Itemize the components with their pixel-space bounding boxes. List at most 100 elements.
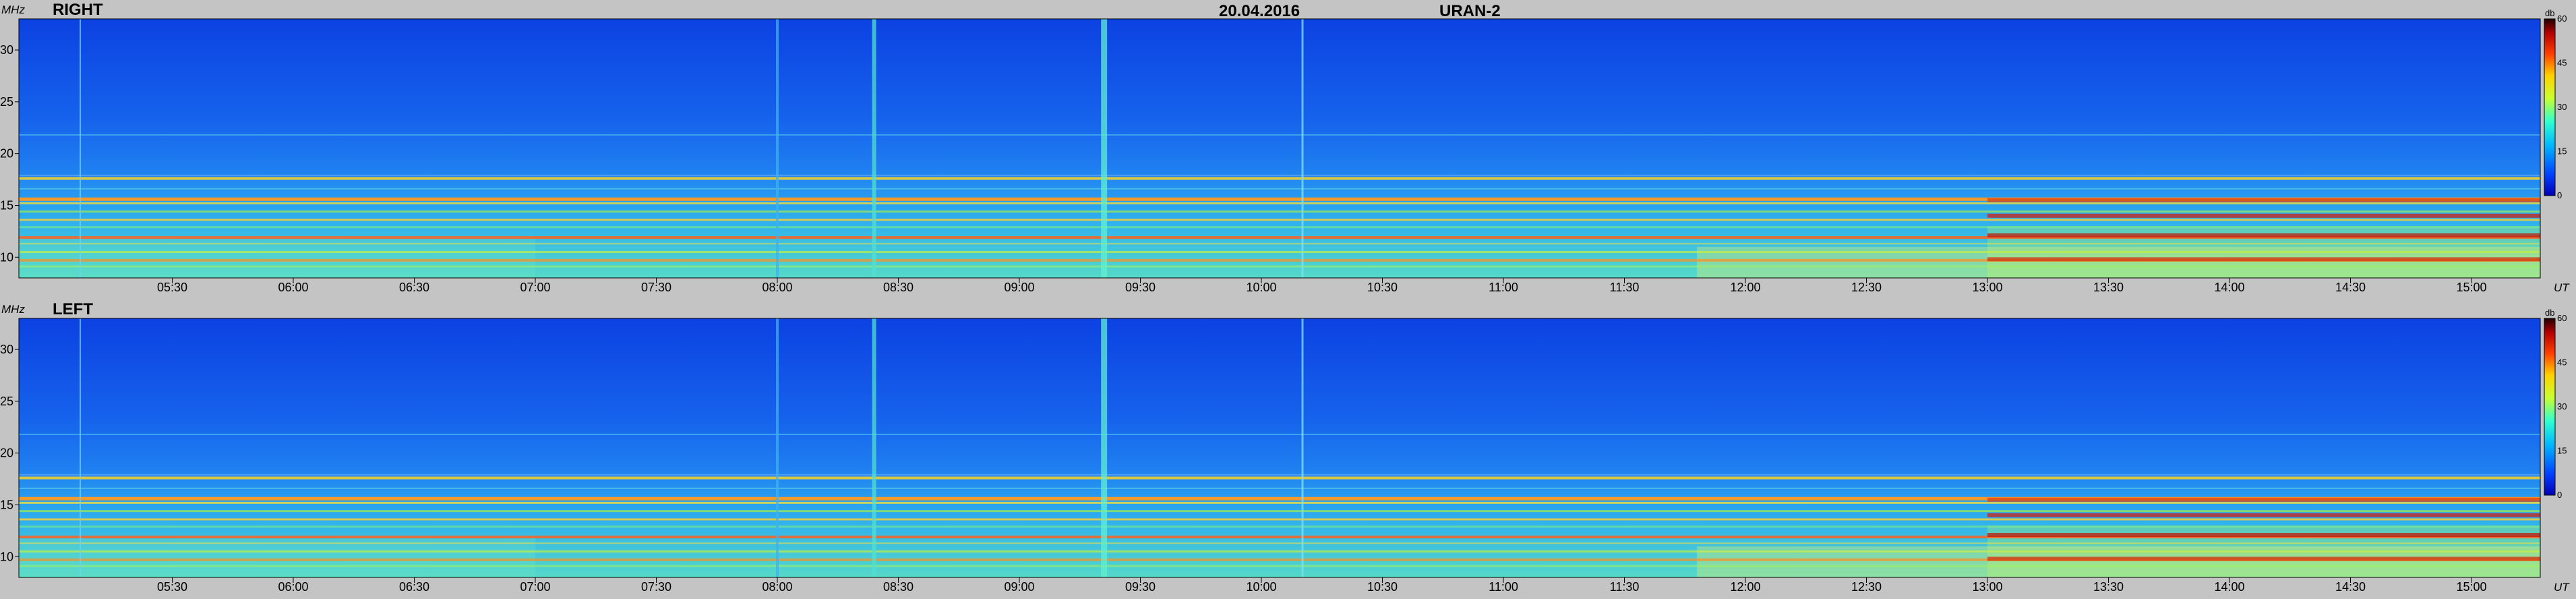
panel-frame <box>18 18 2541 279</box>
interference-band <box>19 510 2540 513</box>
morning-noise <box>19 536 535 577</box>
x-tick-label: 09:00 <box>1004 580 1034 594</box>
interference-band <box>19 525 2540 528</box>
colorbar-tick-label: 0 <box>2557 490 2562 500</box>
x-tick-label: 09:30 <box>1125 281 1156 294</box>
x-tick-label: 10:30 <box>1367 281 1398 294</box>
x-tick-label: 07:30 <box>641 281 671 294</box>
interference-band <box>19 243 2540 245</box>
x-tick-label: 14:30 <box>2335 580 2366 594</box>
x-tick-label: 08:00 <box>762 580 792 594</box>
x-tick-label: 11:30 <box>1610 580 1640 594</box>
interference-band <box>19 197 2540 201</box>
interference-band <box>19 434 2540 436</box>
interference-band-strong <box>1987 497 2540 502</box>
y-tick-label: 20 <box>0 147 13 161</box>
colorbar-tick-label: 15 <box>2557 446 2567 456</box>
x-tick-label: 06:30 <box>399 281 429 294</box>
x-tick-label: 06:00 <box>278 580 308 594</box>
interference-band-strong <box>1987 533 2540 538</box>
radio-burst <box>872 19 876 278</box>
x-tick-label: 07:00 <box>520 281 550 294</box>
interference-band <box>19 501 2540 504</box>
x-tick-label: 15:00 <box>2456 281 2486 294</box>
x-tick-label: 05:30 <box>157 580 187 594</box>
x-tick-label: 10:00 <box>1246 580 1276 594</box>
observation-date: 20.04.2016 <box>1219 2 1300 20</box>
interference-band <box>19 177 2540 180</box>
y-tick-label: 25 <box>0 395 13 408</box>
interference-band <box>19 258 2540 262</box>
x-tick-label: 11:30 <box>1610 281 1640 294</box>
interference-band-strong <box>1987 233 2540 238</box>
panel-right: RIGHT MHz UT 10 15 20 25 30 05:30 06:00 06:30 07:00… <box>0 1 2570 294</box>
interference-band <box>19 265 2540 268</box>
radio-burst <box>1101 19 1108 278</box>
panel-frame <box>18 318 2541 578</box>
x-tick-label: 08:00 <box>762 281 792 294</box>
radio-burst <box>1301 19 1304 278</box>
interference-band-strong <box>1987 213 2540 218</box>
x-tick-label: 06:30 <box>399 580 429 594</box>
x-tick-label: 05:30 <box>157 281 187 294</box>
x-tick-label: 08:30 <box>883 281 913 294</box>
x-tick-label: 12:30 <box>1851 281 1882 294</box>
colorbar-tick-label: 15 <box>2557 146 2567 156</box>
interference-band <box>19 188 2540 190</box>
interference-band <box>19 474 2540 476</box>
interference-band <box>19 496 2540 501</box>
colorbar-tick-label: 45 <box>2557 358 2567 368</box>
panel-left: LEFT MHz UT 10 15 20 25 30 05:30 06:00 06:30 07:00 0… <box>0 300 2570 594</box>
x-tick-label: 11:00 <box>1489 580 1518 594</box>
morning-noise <box>19 236 535 278</box>
interference-band <box>19 202 2540 204</box>
x-tick-label: 12:30 <box>1851 580 1882 594</box>
x-tick-label: 12:00 <box>1730 281 1760 294</box>
colorbar-tick-label: 0 <box>2557 190 2562 200</box>
y-tick-label: 25 <box>0 95 13 109</box>
instrument-name: URAN-2 <box>1439 2 1501 20</box>
y-tick-label: 15 <box>0 498 13 511</box>
interference-band <box>19 487 2540 489</box>
colorbar-tick-label: 30 <box>2557 401 2567 411</box>
interference-band <box>19 565 2540 567</box>
interference-band <box>19 251 2540 254</box>
x-tick-label: 13:30 <box>2093 580 2124 594</box>
interference-band <box>19 542 2540 544</box>
y-axis-unit: MHz <box>1 3 25 16</box>
x-tick-label: 06:00 <box>278 281 308 294</box>
interference-band <box>19 550 2540 553</box>
x-tick-label: 11:00 <box>1489 281 1518 294</box>
y-tick-label: 30 <box>0 43 13 57</box>
interference-band <box>19 518 2540 521</box>
radio-burst <box>80 19 82 278</box>
radio-burst <box>1301 318 1304 577</box>
y-tick-label: 10 <box>0 250 13 264</box>
colorbar <box>2544 18 2556 196</box>
radio-burst <box>1101 318 1108 577</box>
radio-burst <box>776 19 779 278</box>
panel-title: LEFT <box>53 300 93 318</box>
colorbar-tick-label: 45 <box>2557 58 2567 68</box>
radio-burst <box>872 318 876 577</box>
x-tick-label: 12:00 <box>1730 580 1760 594</box>
x-tick-label: 15:00 <box>2456 580 2486 594</box>
interference-band <box>19 219 2540 221</box>
interference-band <box>19 476 2540 480</box>
x-axis-unit: UT <box>2554 281 2570 294</box>
x-tick-label: 13:00 <box>1972 580 2002 594</box>
x-tick-label: 09:30 <box>1125 580 1156 594</box>
y-axis-unit: MHz <box>1 303 25 316</box>
interference-band-strong <box>1987 198 2540 202</box>
radio-burst <box>776 318 779 577</box>
interference-band <box>19 236 2540 239</box>
colorbar-tick-label: 60 <box>2557 13 2567 24</box>
x-tick-label: 09:00 <box>1004 281 1034 294</box>
interference-band <box>19 558 2540 561</box>
colorbar-tick-label: 60 <box>2557 313 2567 323</box>
colorbar-unit: db <box>2545 8 2554 18</box>
radio-burst <box>80 318 82 577</box>
colorbar <box>2544 318 2556 496</box>
y-tick-label: 20 <box>0 447 13 460</box>
